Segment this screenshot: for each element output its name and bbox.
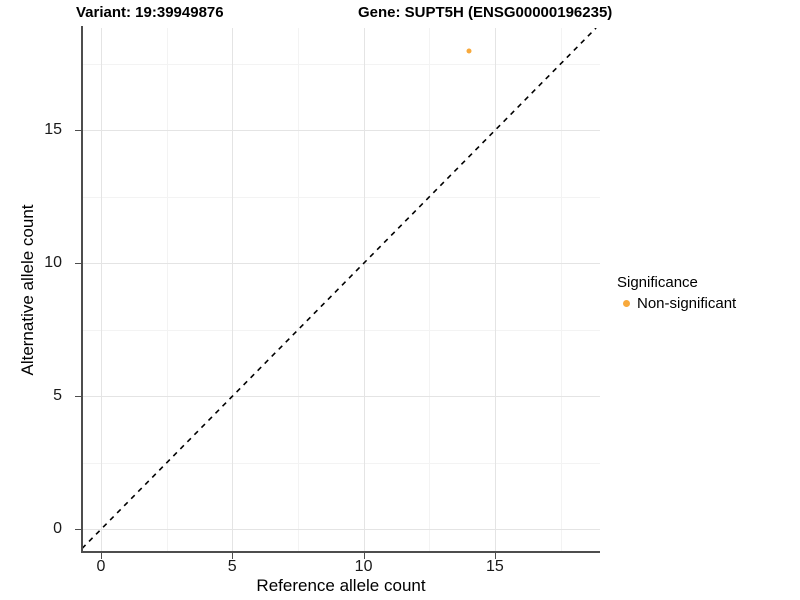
legend-item-label: Non-significant [637, 294, 737, 312]
data-point [466, 48, 472, 54]
y-tick-label-wrap: 10 [0, 254, 70, 281]
legend-title: Significance [617, 274, 698, 291]
y-tick-10 [75, 263, 81, 265]
x-tick-0 [100, 553, 102, 559]
y-axis-line [81, 26, 83, 553]
legend-item[interactable]: Non-significant [617, 294, 736, 312]
y-tick-label-wrap: 0 [0, 520, 70, 547]
y-tick-label-0: 0 [53, 520, 62, 538]
gene-title: Gene: SUPT5H (ENSG00000196235) [358, 4, 613, 21]
gridline-vertical-15 [494, 28, 496, 552]
y-tick-0 [75, 529, 81, 531]
x-axis-title: Reference allele count [256, 576, 426, 595]
gridline-vertical-0 [100, 28, 102, 552]
y-axis-title: Alternative allele count [18, 204, 37, 376]
x-tick-10 [363, 553, 365, 559]
y-tick-label-10: 10 [44, 254, 62, 272]
gridline-horizontal-15 [82, 130, 600, 132]
x-tick-5 [232, 553, 234, 559]
y-tick-label-wrap: 15 [0, 121, 70, 148]
x-tick-label-15: 15 [486, 558, 504, 575]
gridline-vertical-17.5 [560, 28, 562, 552]
gridline-horizontal-17.5 [82, 63, 600, 65]
x-tick-label-5: 5 [227, 558, 237, 575]
gridline-vertical-2.5 [166, 28, 168, 552]
y-tick-5 [75, 396, 81, 398]
y-tick-15 [75, 130, 81, 132]
x-tick-15 [494, 553, 496, 559]
legend-items: Non-significant [617, 294, 736, 312]
gridline-horizontal-0 [82, 529, 600, 531]
y-tick-label-wrap: 5 [0, 387, 70, 414]
x-axis-line [81, 551, 600, 553]
variant-title: Variant: 19:39949876 [76, 4, 224, 21]
legend: Significance Non-significant [617, 274, 736, 312]
gridline-horizontal-10 [82, 263, 600, 265]
plot-panel [82, 28, 600, 552]
circle-icon [622, 299, 630, 307]
y-tick-label-5: 5 [53, 387, 62, 405]
legend-marker-circle-icon [617, 294, 635, 312]
gridline-vertical-7.5 [297, 28, 299, 552]
x-tick-label-0: 0 [96, 558, 106, 575]
identity-reference-line [82, 28, 600, 552]
gridline-vertical-10 [363, 28, 365, 552]
gridline-horizontal-2.5 [82, 462, 600, 464]
gridline-horizontal-12.5 [82, 196, 600, 198]
gridline-horizontal-5 [82, 396, 600, 398]
y-tick-label-15: 15 [44, 121, 62, 139]
x-tick-label-10: 10 [354, 558, 373, 575]
gridline-vertical-12.5 [429, 28, 431, 552]
gridline-horizontal-7.5 [82, 329, 600, 331]
gridline-vertical-5 [232, 28, 234, 552]
